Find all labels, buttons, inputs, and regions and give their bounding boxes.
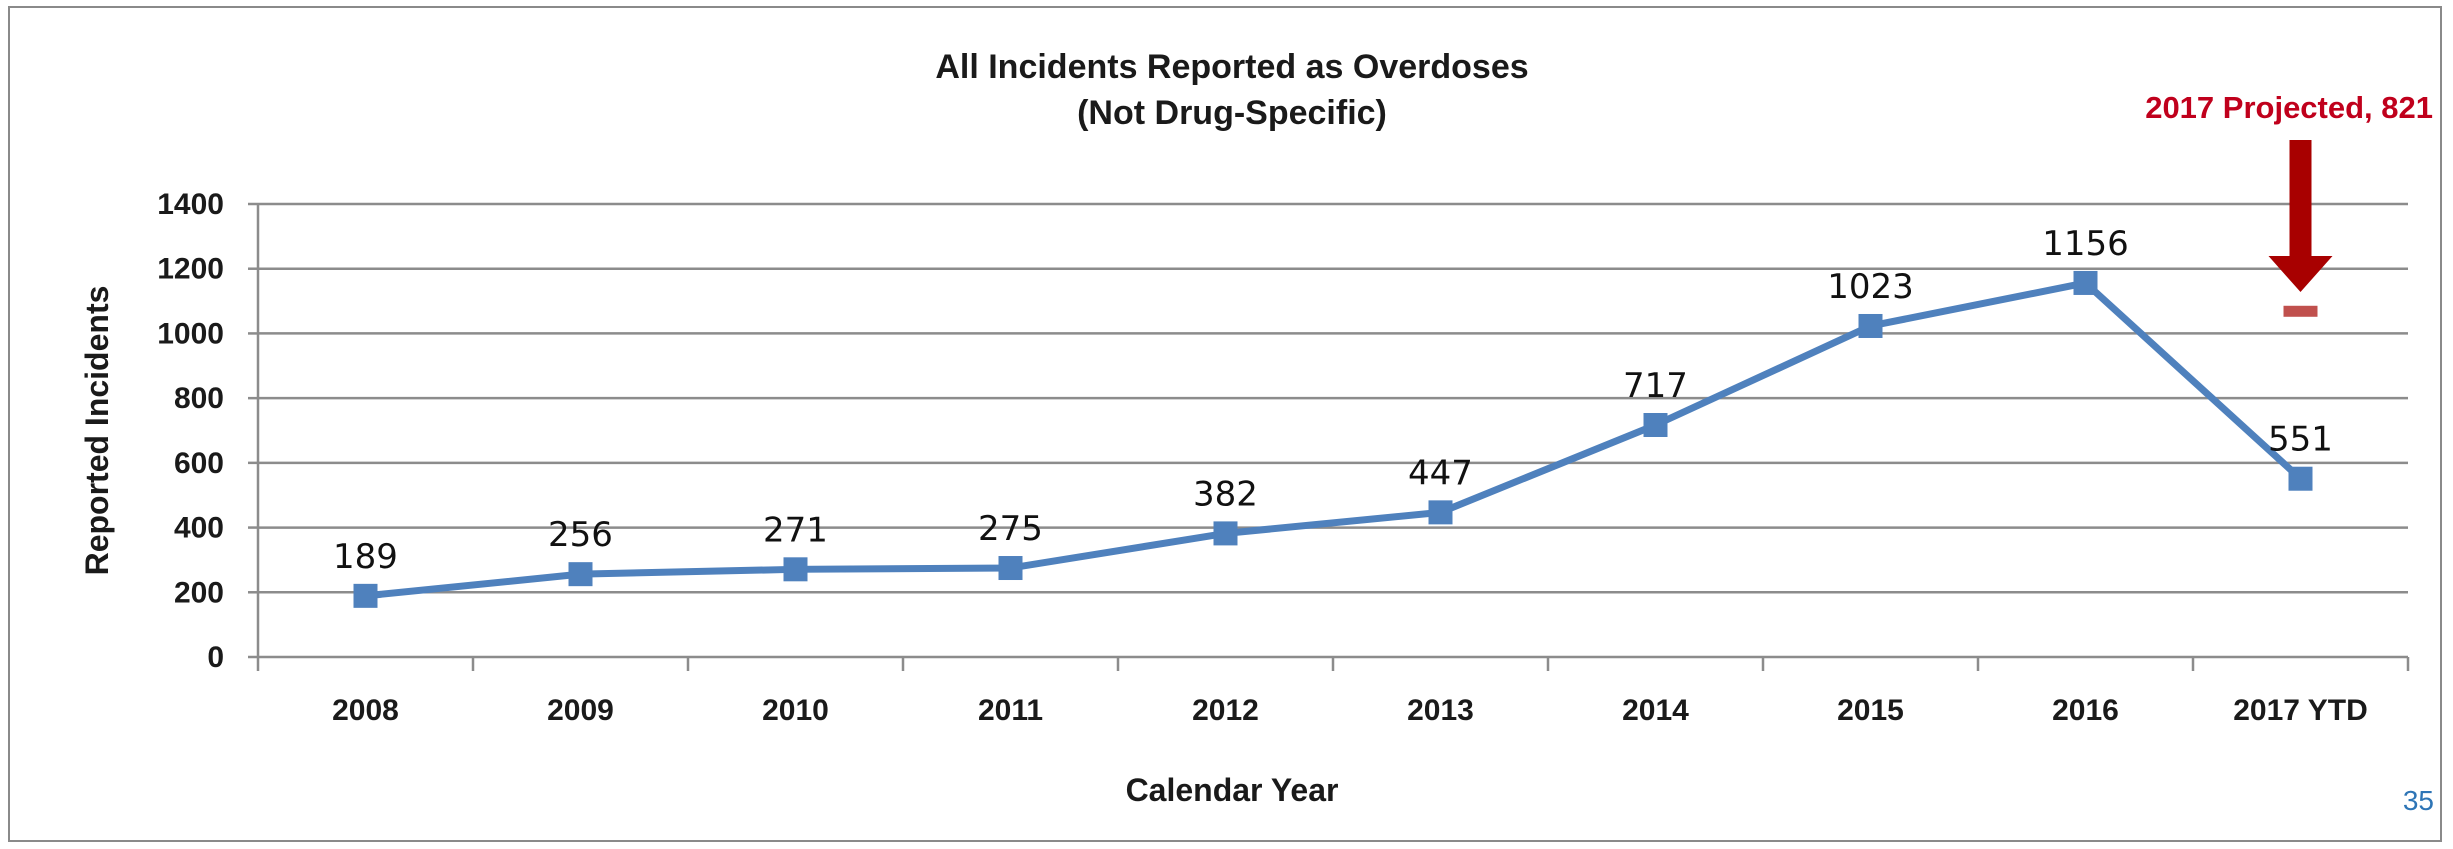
x-tick-label: 2016 (2052, 694, 2119, 727)
chart-title: All Incidents Reported as Overdoses (Not … (935, 48, 1528, 132)
data-point (353, 583, 378, 608)
x-tick-label: 2010 (762, 694, 829, 727)
chart-title-line: (Not Drug-Specific) (1077, 94, 1387, 132)
data-label: 551 (2268, 420, 2333, 460)
y-tick-label: 1400 (157, 188, 224, 221)
series-overdose-incidents: 189 256 271 275 382 447 717 1023 1156 551 (333, 224, 2333, 608)
x-tick-label: 2015 (1837, 694, 1904, 727)
y-tick-label: 0 (207, 641, 224, 674)
x-tick-label: 2014 (1622, 694, 1689, 727)
x-axis-title: Calendar Year (1126, 772, 1339, 808)
data-label: 1023 (1827, 267, 1914, 307)
data-label: 717 (1623, 366, 1688, 406)
x-tick-label: 2017 YTD (2233, 694, 2368, 727)
chart-title-line: All Incidents Reported as Overdoses (935, 48, 1528, 86)
data-label: 275 (978, 509, 1043, 549)
series-line (365, 279, 2303, 600)
projection-label: 2017 Projected, 821 (2145, 90, 2433, 125)
y-tick-label: 1200 (157, 253, 224, 286)
x-tick-label: 2009 (547, 694, 614, 727)
data-point (998, 556, 1023, 581)
data-point (1858, 313, 1883, 338)
data-label: 256 (548, 515, 613, 555)
data-point (2288, 466, 2313, 491)
y-axis-title: Reported Incidents (79, 286, 115, 576)
x-tick-labels: 2008 2009 2010 2011 2012 2013 2014 2015 2016 2017… (332, 694, 2368, 727)
y-tick-labels: 0 200 400 600 800 1000 1200 1400 (157, 188, 258, 674)
data-label: 1156 (2042, 224, 2129, 264)
data-point (568, 562, 593, 587)
chart-frame: All Incidents Reported as Overdoses (Not … (8, 6, 2442, 842)
x-tick-label: 2008 (332, 694, 399, 727)
y-tick-label: 600 (174, 447, 224, 480)
page-number: 35 (2403, 785, 2434, 816)
data-point (1213, 521, 1238, 546)
x-tick-label: 2012 (1192, 694, 1259, 727)
gridlines (258, 202, 2408, 594)
data-label: 189 (333, 537, 398, 577)
data-point (1643, 412, 1668, 437)
projection-arrow (2268, 140, 2333, 292)
data-point (1428, 500, 1453, 525)
data-label: 447 (1408, 453, 1473, 493)
projection-annotation: 2017 Projected, 821 (2145, 90, 2433, 317)
y-tick-label: 1000 (157, 317, 224, 350)
y-tick-label: 400 (174, 512, 224, 545)
x-tick-label: 2013 (1407, 694, 1474, 727)
axes (256, 204, 2410, 671)
data-label: 382 (1193, 474, 1258, 514)
projection-marker (2283, 305, 2318, 317)
data-point (783, 557, 808, 582)
x-tick-label: 2011 (978, 694, 1043, 727)
y-tick-label: 800 (174, 382, 224, 415)
data-point (2073, 270, 2098, 295)
line-chart: All Incidents Reported as Overdoses (Not … (79, 48, 2434, 816)
data-label: 271 (763, 510, 828, 550)
y-tick-label: 200 (174, 576, 224, 609)
